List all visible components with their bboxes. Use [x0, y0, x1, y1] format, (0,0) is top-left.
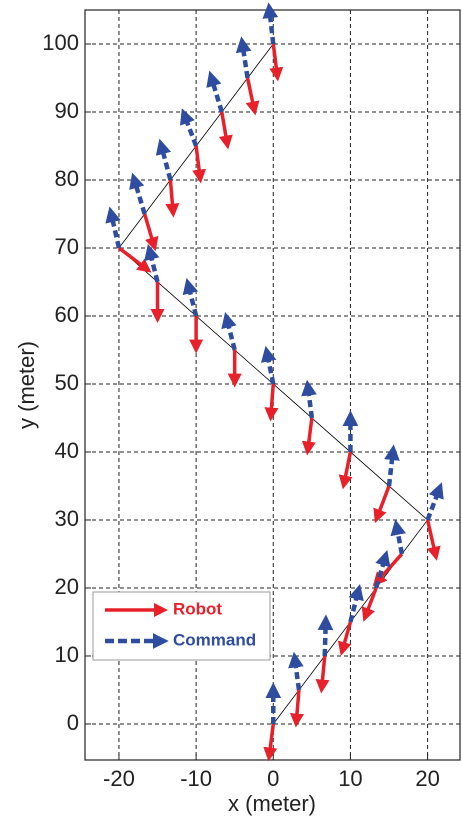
robot-arrow	[301, 417, 316, 456]
robot-arrow	[425, 519, 441, 561]
command-arrow	[155, 138, 173, 181]
command-arrow	[373, 550, 391, 589]
y-tick-label: 50	[55, 370, 79, 395]
command-arrow	[180, 108, 199, 147]
x-tick-label: -20	[103, 766, 135, 791]
command-arrow	[182, 277, 199, 317]
command-arrow	[288, 651, 304, 691]
x-tick-label: -10	[180, 766, 212, 791]
y-tick-label: 30	[55, 506, 79, 531]
y-tick-label: 40	[55, 438, 79, 463]
legend-label: Robot	[173, 599, 222, 618]
command-arrow	[221, 311, 237, 351]
x-axis-label: x (meter)	[228, 791, 316, 816]
x-tick-label: 0	[267, 766, 279, 791]
legend-box	[92, 591, 271, 661]
command-arrow	[105, 206, 122, 249]
command-arrow	[206, 70, 224, 113]
command-arrow	[425, 482, 444, 521]
command-arrow	[390, 519, 406, 555]
robot-arrow	[337, 621, 353, 656]
robot-arrow	[373, 485, 391, 524]
robot-arrow	[142, 213, 159, 252]
robot-arrow	[338, 451, 353, 490]
robot-arrow	[290, 689, 304, 728]
robot-arrow	[315, 655, 330, 694]
robot-arrow	[218, 111, 233, 150]
y-tick-label: 10	[55, 642, 79, 667]
command-arrow	[317, 614, 334, 657]
y-tick-label: 80	[55, 166, 79, 191]
y-tick-label: 100	[42, 30, 79, 55]
command-arrow	[129, 172, 147, 215]
command-arrow	[301, 379, 317, 419]
robot-arrow	[192, 145, 207, 184]
command-arrow	[235, 36, 252, 79]
y-tick-label: 60	[55, 302, 79, 327]
x-tick-label: 20	[415, 766, 439, 791]
command-arrow	[384, 444, 400, 487]
robot-arrow	[117, 246, 152, 273]
legend-label: Command	[173, 630, 256, 649]
y-tick-label: 20	[55, 574, 79, 599]
command-arrow	[348, 583, 364, 623]
robot-arrow	[165, 179, 180, 218]
command-arrow	[262, 2, 279, 45]
x-tick-label: 10	[338, 766, 362, 791]
y-axis-label: y (meter)	[14, 341, 39, 429]
robot-arrow	[264, 383, 279, 422]
robot-arrow	[263, 723, 278, 762]
command-arrow	[260, 345, 277, 385]
robot-arrow	[361, 587, 378, 622]
y-tick-label: 90	[55, 98, 79, 123]
command-arrow	[144, 243, 160, 283]
robot-arrow	[245, 77, 260, 116]
y-tick-label: 0	[67, 710, 79, 735]
robot-arrow	[269, 43, 284, 82]
y-tick-label: 70	[55, 234, 79, 259]
